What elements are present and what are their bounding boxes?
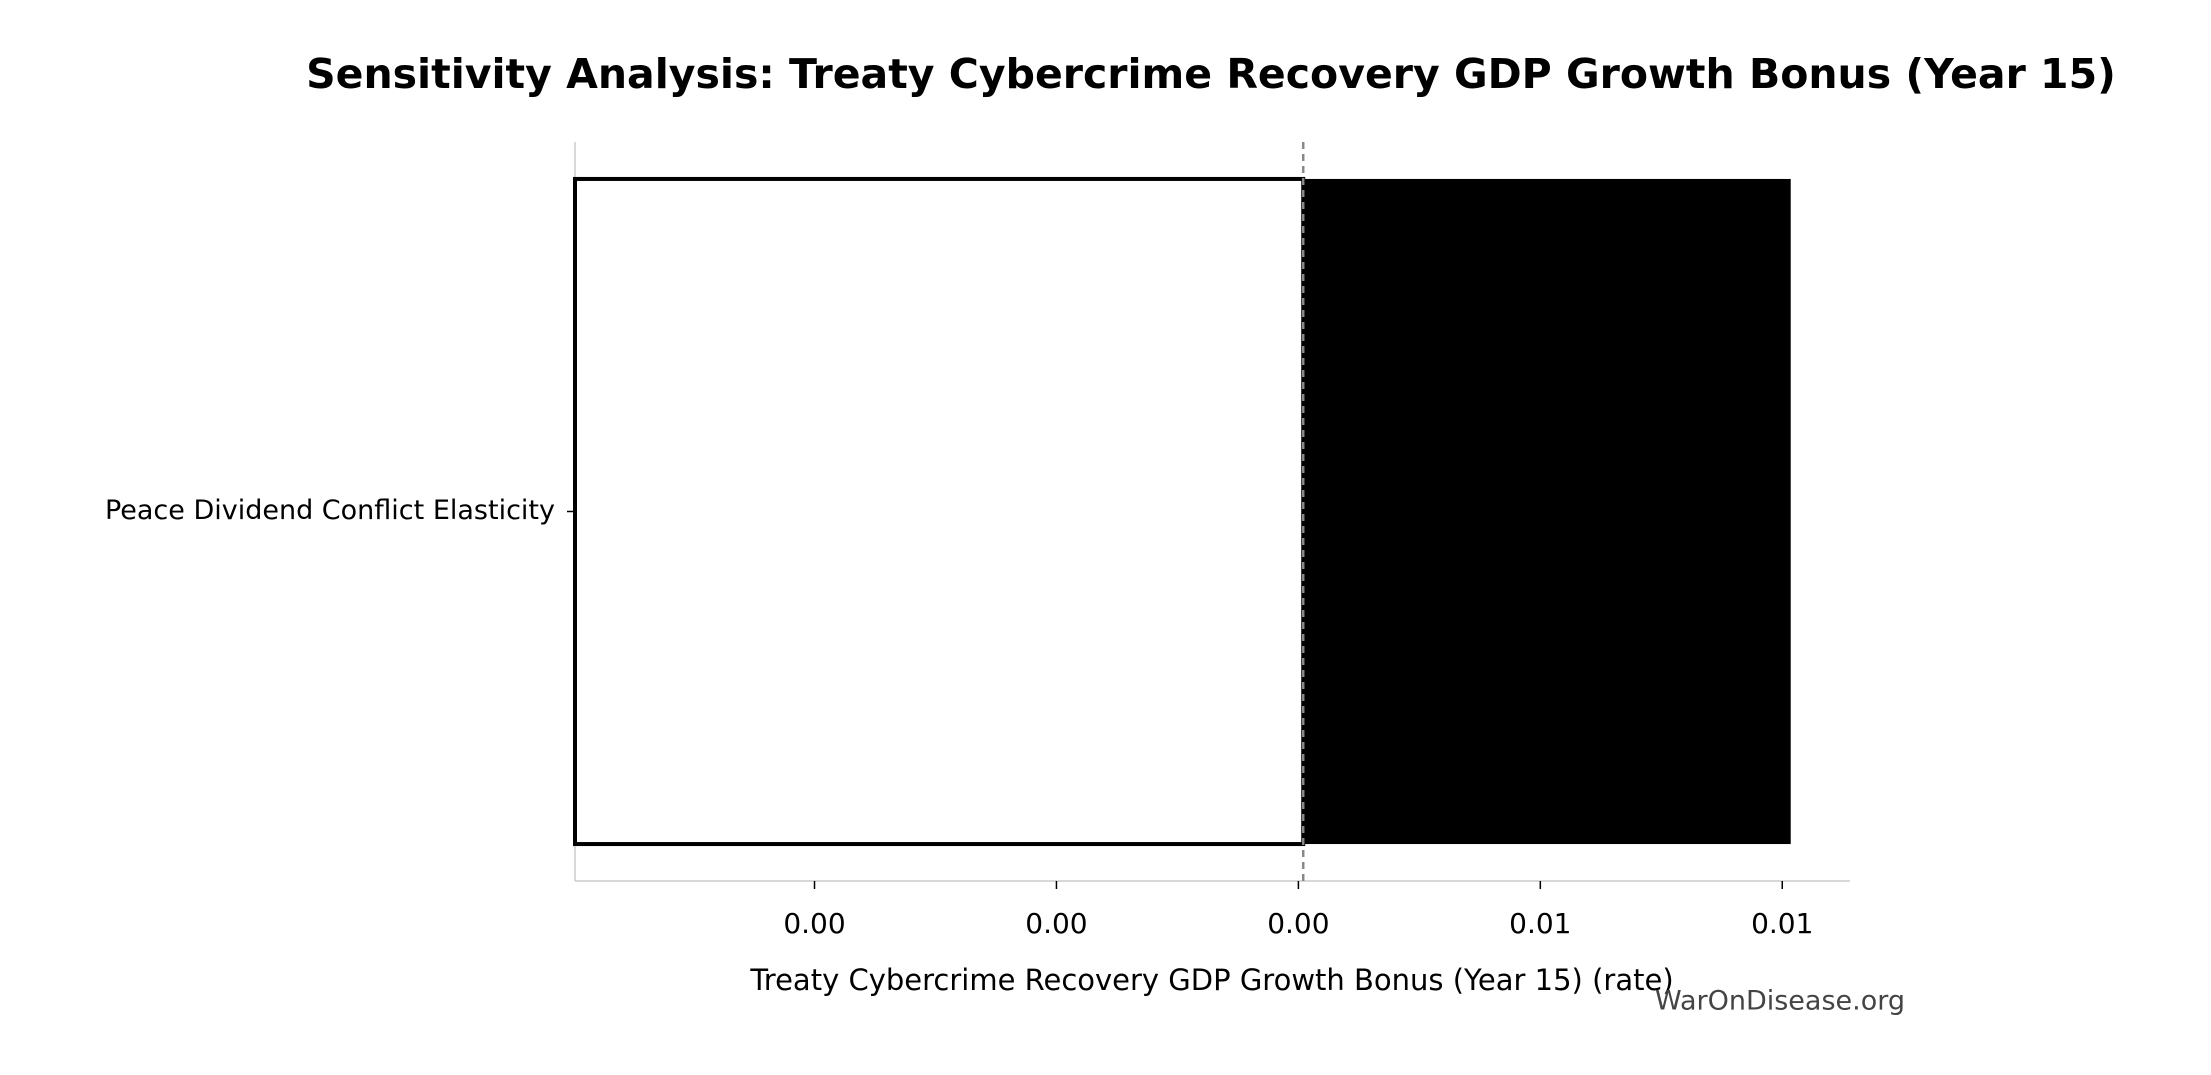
x-tick-label: 0.01 <box>1751 907 1813 940</box>
watermark: WarOnDisease.org <box>1655 986 1905 1017</box>
high-bar <box>1303 178 1791 845</box>
low-bar <box>573 176 1306 847</box>
x-tick-label: 0.00 <box>783 907 845 940</box>
x-tick-label: 0.01 <box>1509 907 1571 940</box>
chart-title: Sensitivity Analysis: Treaty Cybercrime … <box>306 50 2116 98</box>
x-axis-label: Treaty Cybercrime Recovery GDP Growth Bo… <box>749 963 1673 997</box>
x-tick-label: 0.00 <box>1025 907 1087 940</box>
y-tick-label: Peace Dividend Conflict Elasticity <box>105 495 555 526</box>
x-tick-label: 0.00 <box>1267 907 1329 940</box>
